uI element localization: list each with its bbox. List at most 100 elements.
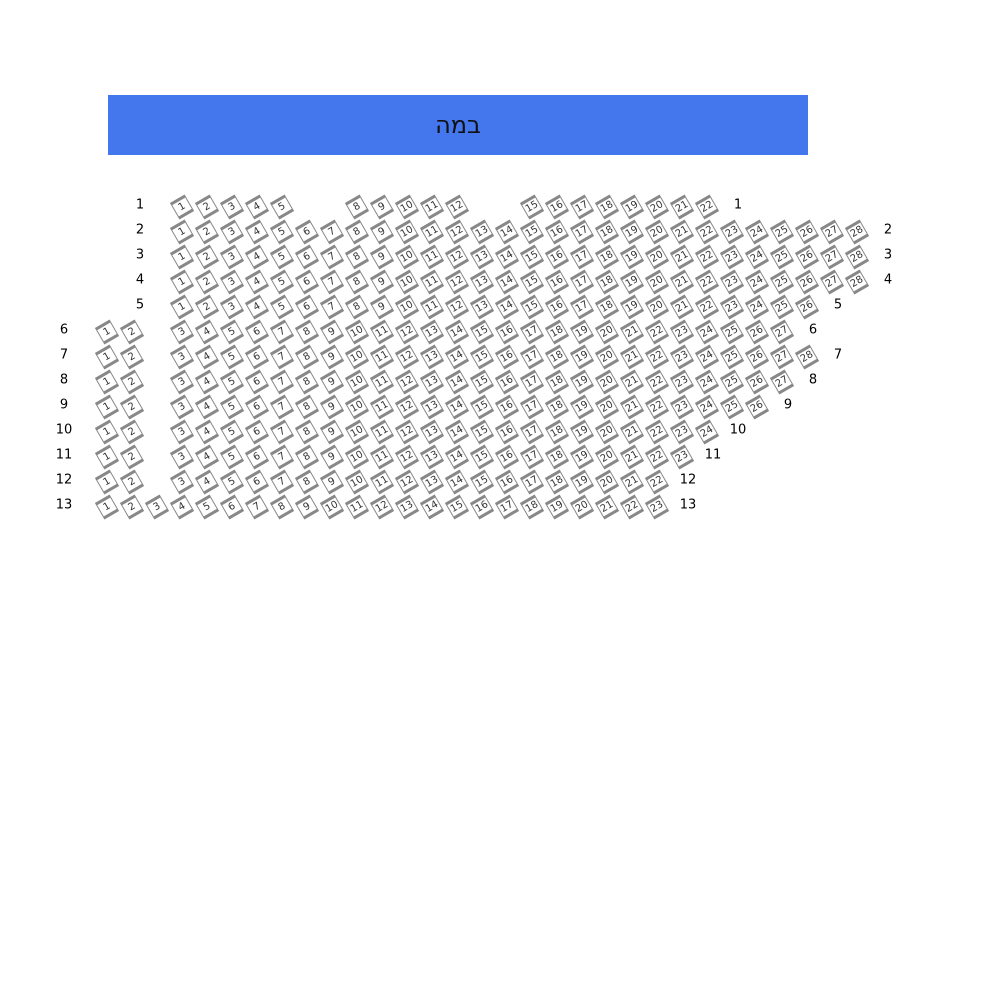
seat-row-10-10[interactable]: 10 [344,419,370,445]
seat-row-6-8[interactable]: 8 [294,319,320,345]
seat-row-2-18[interactable]: 18 [594,219,620,245]
seat-row-4-15[interactable]: 15 [519,269,545,295]
seat-row-12-7[interactable]: 7 [269,469,295,495]
seat-row-1-18[interactable]: 18 [594,194,620,220]
seat-row-4-4[interactable]: 4 [244,269,270,295]
seat-row-1-22[interactable]: 22 [694,194,720,220]
seat-row-12-18[interactable]: 18 [544,469,570,495]
seat-row-10-18[interactable]: 18 [544,419,570,445]
seat-row-2-13[interactable]: 13 [469,219,495,245]
seat-row-12-15[interactable]: 15 [469,469,495,495]
seat-row-10-2[interactable]: 2 [119,419,145,445]
seat-row-9-2[interactable]: 2 [119,394,145,420]
seat-row-6-13[interactable]: 13 [419,319,445,345]
seat-row-11-16[interactable]: 16 [494,444,520,470]
seat-row-3-25[interactable]: 25 [769,244,795,270]
seat-row-1-21[interactable]: 21 [669,194,695,220]
seat-row-13-1[interactable]: 1 [94,494,120,520]
seat-row-1-16[interactable]: 16 [544,194,570,220]
seat-row-8-1[interactable]: 1 [94,369,120,395]
seat-row-7-23[interactable]: 23 [669,344,695,370]
seat-row-11-15[interactable]: 15 [469,444,495,470]
seat-row-2-8[interactable]: 8 [344,219,370,245]
seat-row-7-27[interactable]: 27 [769,344,795,370]
seat-row-5-7[interactable]: 7 [319,294,345,320]
seat-row-1-4[interactable]: 4 [244,194,270,220]
seat-row-8-20[interactable]: 20 [594,369,620,395]
seat-row-9-7[interactable]: 7 [269,394,295,420]
seat-row-11-20[interactable]: 20 [594,444,620,470]
seat-row-11-19[interactable]: 19 [569,444,595,470]
seat-row-6-17[interactable]: 17 [519,319,545,345]
seat-row-5-25[interactable]: 25 [769,294,795,320]
seat-row-12-20[interactable]: 20 [594,469,620,495]
seat-row-10-19[interactable]: 19 [569,419,595,445]
seat-row-7-22[interactable]: 22 [644,344,670,370]
seat-row-12-13[interactable]: 13 [419,469,445,495]
seat-row-10-13[interactable]: 13 [419,419,445,445]
seat-row-9-13[interactable]: 13 [419,394,445,420]
seat-row-6-6[interactable]: 6 [244,319,270,345]
seat-row-3-21[interactable]: 21 [669,244,695,270]
seat-row-2-14[interactable]: 14 [494,219,520,245]
seat-row-6-27[interactable]: 27 [769,319,795,345]
seat-row-1-11[interactable]: 11 [419,194,445,220]
seat-row-11-22[interactable]: 22 [644,444,670,470]
seat-row-6-23[interactable]: 23 [669,319,695,345]
seat-row-8-19[interactable]: 19 [569,369,595,395]
seat-row-13-16[interactable]: 16 [469,494,495,520]
seat-row-4-10[interactable]: 10 [394,269,420,295]
seat-row-13-2[interactable]: 2 [119,494,145,520]
seat-row-13-17[interactable]: 17 [494,494,520,520]
seat-row-2-24[interactable]: 24 [744,219,770,245]
seat-row-1-1[interactable]: 1 [169,194,195,220]
seat-row-7-24[interactable]: 24 [694,344,720,370]
seat-row-4-27[interactable]: 27 [819,269,845,295]
seat-row-2-27[interactable]: 27 [819,219,845,245]
seat-row-4-8[interactable]: 8 [344,269,370,295]
seat-row-6-24[interactable]: 24 [694,319,720,345]
seat-row-9-15[interactable]: 15 [469,394,495,420]
seat-row-9-1[interactable]: 1 [94,394,120,420]
seat-row-2-16[interactable]: 16 [544,219,570,245]
seat-row-11-7[interactable]: 7 [269,444,295,470]
seat-row-7-2[interactable]: 2 [119,344,145,370]
seat-row-3-10[interactable]: 10 [394,244,420,270]
seat-row-11-10[interactable]: 10 [344,444,370,470]
seat-row-13-11[interactable]: 11 [344,494,370,520]
seat-row-13-14[interactable]: 14 [419,494,445,520]
seat-row-11-21[interactable]: 21 [619,444,645,470]
seat-row-11-9[interactable]: 9 [319,444,345,470]
seat-row-10-21[interactable]: 21 [619,419,645,445]
seat-row-9-24[interactable]: 24 [694,394,720,420]
seat-row-1-12[interactable]: 12 [444,194,470,220]
seat-row-13-9[interactable]: 9 [294,494,320,520]
seat-row-9-17[interactable]: 17 [519,394,545,420]
seat-row-1-10[interactable]: 10 [394,194,420,220]
seat-row-4-16[interactable]: 16 [544,269,570,295]
seat-row-10-12[interactable]: 12 [394,419,420,445]
seat-row-4-17[interactable]: 17 [569,269,595,295]
seat-row-2-9[interactable]: 9 [369,219,395,245]
seat-row-10-22[interactable]: 22 [644,419,670,445]
seat-row-12-21[interactable]: 21 [619,469,645,495]
seat-row-11-8[interactable]: 8 [294,444,320,470]
seat-row-12-16[interactable]: 16 [494,469,520,495]
seat-row-4-25[interactable]: 25 [769,269,795,295]
seat-row-6-21[interactable]: 21 [619,319,645,345]
seat-row-8-5[interactable]: 5 [219,369,245,395]
seat-row-4-22[interactable]: 22 [694,269,720,295]
seat-row-6-11[interactable]: 11 [369,319,395,345]
seat-row-8-2[interactable]: 2 [119,369,145,395]
seat-row-5-17[interactable]: 17 [569,294,595,320]
seat-row-6-16[interactable]: 16 [494,319,520,345]
seat-row-4-14[interactable]: 14 [494,269,520,295]
seat-row-7-9[interactable]: 9 [319,344,345,370]
seat-row-9-16[interactable]: 16 [494,394,520,420]
seat-row-11-5[interactable]: 5 [219,444,245,470]
seat-row-6-12[interactable]: 12 [394,319,420,345]
seat-row-12-5[interactable]: 5 [219,469,245,495]
seat-row-6-9[interactable]: 9 [319,319,345,345]
seat-row-12-6[interactable]: 6 [244,469,270,495]
seat-row-5-16[interactable]: 16 [544,294,570,320]
